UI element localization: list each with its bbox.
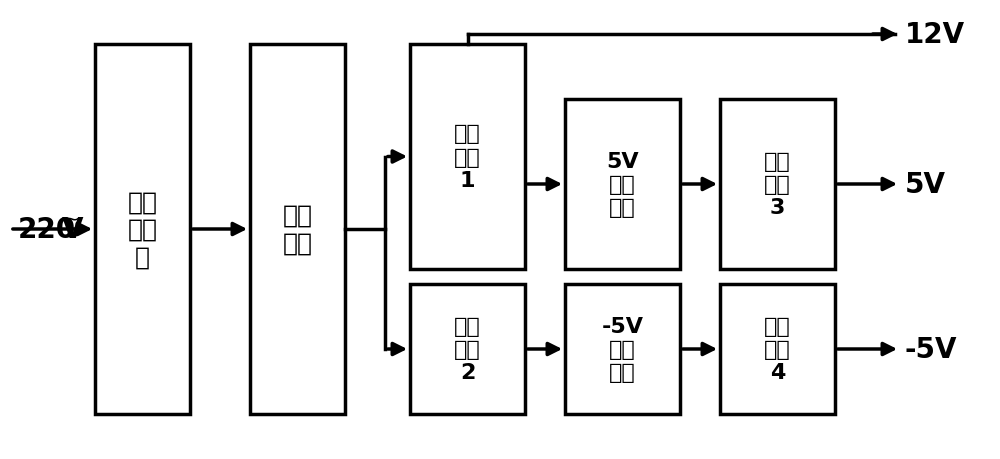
Bar — [250, 45, 345, 414]
Text: 滤波
电路
3: 滤波 电路 3 — [764, 151, 791, 218]
Bar — [720, 285, 835, 414]
Text: 12V: 12V — [905, 21, 965, 49]
Text: 5V
稳压
电路: 5V 稳压 电路 — [606, 151, 639, 218]
Bar — [565, 285, 680, 414]
Text: 滤波
电路
4: 滤波 电路 4 — [764, 316, 791, 382]
Text: 滤波
电路
2: 滤波 电路 2 — [454, 316, 481, 382]
Text: 220: 220 — [18, 216, 76, 243]
Bar — [410, 285, 525, 414]
Text: -5V
稳压
电路: -5V 稳压 电路 — [602, 316, 644, 382]
Bar — [565, 100, 680, 269]
Text: -5V: -5V — [905, 335, 957, 363]
Text: V: V — [62, 216, 84, 243]
Bar — [410, 45, 525, 269]
Text: 降压
变压
器: 降压 变压 器 — [128, 190, 158, 269]
Text: 滤波
电路
1: 滤波 电路 1 — [454, 124, 481, 190]
Bar — [95, 45, 190, 414]
Bar — [720, 100, 835, 269]
Text: 5V: 5V — [905, 171, 946, 199]
Text: 整流
电路: 整流 电路 — [283, 204, 313, 255]
Text: ∼: ∼ — [64, 210, 80, 229]
